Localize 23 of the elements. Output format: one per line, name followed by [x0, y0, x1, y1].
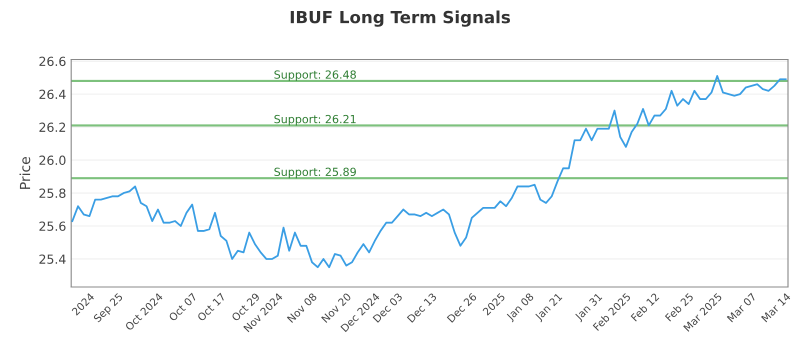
y-tick-label: 26.6	[39, 56, 66, 66]
y-tick-label: 25.6	[39, 221, 66, 231]
x-tick-label: Jan 21	[534, 292, 564, 322]
x-tick-label: Mar 07	[726, 292, 757, 322]
y-tick-label: 26.4	[39, 90, 66, 100]
y-axis-title: Price	[20, 157, 30, 189]
x-tick-label: Mar 14	[761, 292, 792, 322]
ref-line-label: Support: 26.48	[274, 70, 356, 81]
x-tick-label: Dec 13	[406, 292, 437, 323]
ref-line-label: Support: 25.89	[274, 168, 356, 178]
x-tick-label: Sep 25	[93, 292, 124, 324]
x-tick-label: Nov 08	[286, 292, 318, 323]
y-tick-label: 25.8	[39, 188, 66, 198]
ref-line-label: Support: 26.21	[274, 114, 356, 126]
x-tick-label: Jan 08	[506, 292, 536, 322]
x-tick-label: Oct 07	[168, 292, 198, 322]
x-tick-label: Dec 26	[446, 292, 478, 323]
y-tick-label: 26.0	[39, 156, 66, 165]
y-tick-label: 25.4	[39, 254, 66, 264]
x-tick-label: Oct 17	[196, 292, 226, 322]
x-tick-label: Feb 12	[630, 292, 660, 322]
chart-title: IBUF Long Term Signals	[290, 10, 510, 27]
y-tick-label: 26.2	[39, 122, 66, 132]
